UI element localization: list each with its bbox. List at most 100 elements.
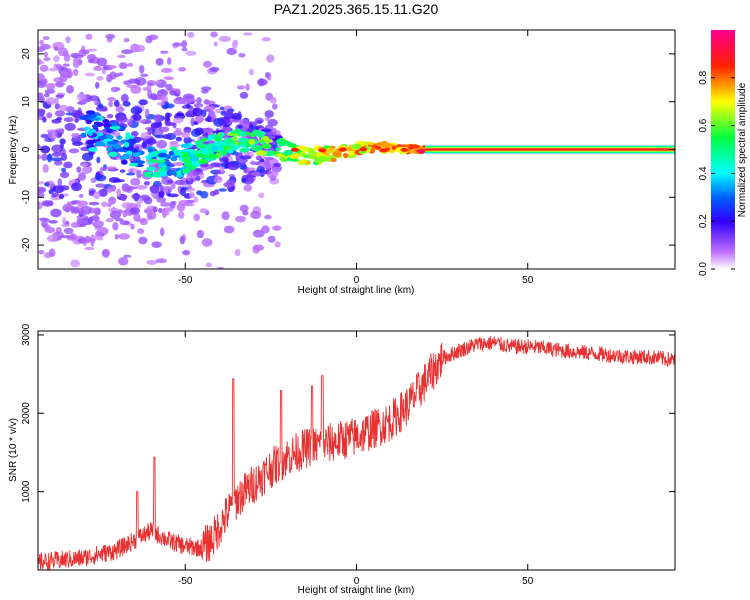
heat-cell [54,82,66,86]
ridge-cell [85,119,92,125]
ridge-cell [106,147,113,152]
colorbar-ticks: 0.0 0.2 0.4 0.6 0.8 [698,70,735,276]
ridge-cell [131,148,139,153]
heat-cell [272,103,278,110]
heat-cell [175,112,185,117]
heat-cell [245,83,250,91]
heat-cell [54,97,59,105]
heat-cell [48,67,59,72]
heat-cell [206,115,212,123]
heat-cell [186,172,192,182]
heat-cell [163,103,175,109]
heat-cell [160,202,171,207]
heat-cell [52,151,62,157]
ridge-cell [91,124,99,129]
heat-cell [186,103,191,109]
ridge-cell [207,135,214,141]
heat-cell [94,174,107,182]
heat-cell [95,81,100,89]
colorbar-tick-label: 0.8 [698,70,709,84]
heat-cell [155,258,167,264]
snr-series [38,335,675,570]
heat-cell [219,106,225,111]
heat-cell [42,164,49,173]
heat-cell [58,194,65,200]
heat-cell [106,166,118,170]
snr-background [38,331,675,570]
heat-cell [126,172,136,176]
heat-cell [38,108,46,117]
heat-cell [92,66,103,71]
ridge-cell [307,155,316,159]
ridge-cell [146,166,156,171]
heat-cell [183,126,192,134]
heat-cell [149,184,160,194]
heat-cell [42,36,50,41]
ridge-cell [170,156,178,162]
ridge-cell [168,150,175,156]
heat-cell [225,109,234,118]
heat-cell [56,117,63,121]
ridge-cell [194,140,203,146]
heat-cell [162,207,174,212]
ridge-cell [190,156,200,160]
ridge-cell [271,151,281,155]
ridge-cell [200,137,208,143]
heat-cell [147,82,154,86]
heat-cell [42,116,47,123]
x-tick-label: -50 [178,576,193,587]
ridge-cell [256,150,267,156]
heat-cell [163,76,175,81]
heat-cell [87,48,98,52]
heat-cell [200,86,212,91]
heat-cell [116,188,122,198]
heat-cell [105,218,114,223]
heat-cell [200,190,209,199]
heat-cell [93,208,98,213]
heat-cell [133,213,141,222]
heat-cell [234,215,246,223]
ridge-cell [94,141,106,147]
x-tick-label: 50 [522,275,534,286]
ridge-cell [97,131,104,137]
heat-cell [71,132,80,139]
heat-cell [264,214,272,220]
ridge-cell [175,152,184,156]
heat-cell [98,188,108,197]
heat-cell [72,59,80,69]
y-tick-label: 1000 [21,480,32,503]
heat-cell [160,95,168,103]
heat-cell [46,112,53,119]
heat-cell [113,99,120,108]
heat-cell [45,97,56,105]
ridge-cell [319,155,326,160]
heat-cell [74,118,79,123]
y-tick-label: -10 [21,190,32,205]
heat-cell [128,78,140,84]
heat-cell [119,220,130,226]
colorbar: 0.0 0.2 0.4 0.6 0.8 Normalized spectral ampl… [698,30,748,276]
heat-cell [272,225,282,231]
heat-cell [129,207,141,215]
ridge-hotspot [318,148,327,153]
x-tick-label: 0 [354,275,360,286]
heat-cell [60,223,70,227]
ridge-cell [123,141,130,148]
heat-cell [250,171,262,176]
heat-cell [150,93,158,101]
ridge-cell [102,119,110,124]
heat-cell [216,266,225,269]
heat-cell [84,72,95,77]
heat-cell [154,80,162,85]
heat-cell [72,54,84,59]
ridge-cell [230,144,240,151]
y-tick-label: 0 [21,146,32,152]
heat-cell [118,233,130,240]
ridge-cell [195,153,205,158]
heat-cell [159,227,165,237]
heat-cell [47,130,58,140]
heat-cell [126,118,133,127]
heat-cell [152,206,158,213]
heat-cell [183,136,192,145]
heat-cell [115,87,121,91]
